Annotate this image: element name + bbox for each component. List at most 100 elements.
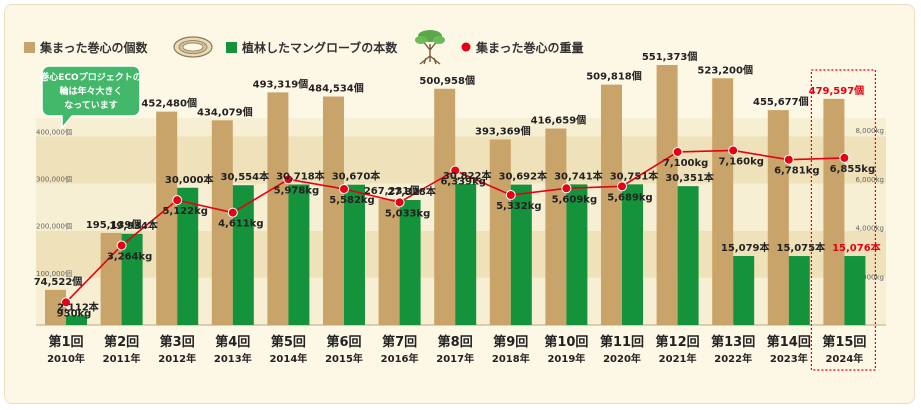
left-axis-tick: 100,000個 (36, 269, 72, 278)
tree-label: 30,741本 (554, 169, 604, 182)
tree-label: 2,112本 (57, 300, 100, 313)
year-label: 2015年 (325, 352, 363, 365)
tree-label: 30,351本 (665, 171, 715, 184)
roll-core-icon (173, 36, 213, 58)
weight-point (116, 240, 127, 251)
weight-label: 6,855kg (830, 164, 875, 175)
legend-marker-weight (461, 42, 471, 52)
count-label: 551,373個 (642, 50, 698, 63)
count-label: 484,534個 (308, 82, 364, 95)
year-label: 2022年 (714, 352, 752, 365)
count-bar (45, 289, 66, 325)
count-label: 509,818個 (586, 70, 642, 83)
tree-bar (622, 184, 643, 325)
count-bar (823, 98, 845, 325)
count-bar (100, 232, 122, 325)
round-label: 第5回 (271, 334, 306, 350)
tree-bar (66, 315, 87, 325)
speech-bubble: 巻心ECOプロジェクトの 輪は年々大きく なっています (39, 65, 142, 131)
count-bar (323, 96, 344, 325)
weight-label: 5,033kg (385, 208, 430, 219)
count-bars (45, 65, 845, 326)
count-bar (267, 92, 289, 326)
year-label: 2019年 (547, 352, 585, 365)
count-bar (601, 84, 622, 325)
legend-label-count: 集まった巻心の個数 (39, 40, 149, 55)
weight-point (394, 197, 405, 208)
round-label: 第4回 (215, 334, 250, 350)
weight-label: 930kg (57, 308, 92, 319)
weight-label: 5,689kg (607, 192, 652, 203)
tree-label: 19,934本 (109, 219, 159, 232)
count-label: 434,079個 (197, 105, 253, 118)
weight-label: 6,781kg (774, 166, 819, 177)
right-axis-tick: 2,000kg (855, 273, 884, 281)
tree-label: 30,000本 (165, 173, 215, 186)
count-bar (656, 65, 678, 325)
tree-bar (399, 199, 421, 325)
weight-point (839, 152, 850, 163)
highlight-box (810, 69, 877, 371)
weight-label: 4,611kg (218, 219, 263, 230)
weight-label: 7,100kg (663, 158, 708, 169)
count-label: 393,369個 (475, 125, 531, 138)
tree-bar (121, 233, 143, 325)
round-label: 第15回 (822, 334, 866, 350)
count-label: 455,677個 (753, 95, 809, 108)
legend-label-weight: 集まった巻心の重量 (475, 40, 584, 55)
tree-bar (733, 256, 755, 325)
weight-label: 3,264kg (107, 251, 152, 262)
weight-point (172, 195, 183, 206)
weight-line (61, 145, 850, 308)
tree-label: 15,075本 (777, 241, 827, 254)
round-label: 第1回 (48, 334, 83, 350)
year-label: 2013年 (214, 352, 252, 365)
grid-band (36, 136, 886, 184)
year-label: 2011年 (103, 352, 141, 365)
weight-label: 5,582kg (329, 195, 374, 206)
tree-label: 30,822本 (443, 169, 493, 182)
year-label: 2020年 (603, 352, 641, 365)
tree-bar (510, 184, 532, 325)
left-axis-tick: 300,000個 (36, 175, 72, 184)
round-label: 第10回 (544, 334, 588, 350)
count-bar (211, 120, 233, 325)
tree-bars (66, 184, 866, 325)
weight-point (227, 207, 238, 218)
tree-bar (566, 184, 588, 325)
year-label: 2023年 (770, 352, 808, 365)
year-label: 2021年 (659, 352, 697, 365)
count-label: 479,597個 (809, 84, 865, 97)
right-axis-tick: 6,000kg (855, 176, 884, 184)
right-axis-tick: 4,000kg (855, 225, 884, 233)
count-label: 195,139個 (86, 218, 142, 231)
weight-point (672, 146, 683, 157)
weight-point (283, 174, 294, 185)
right-axis-tick: 8,000kg (855, 127, 884, 135)
round-label: 第13回 (711, 334, 755, 350)
count-bar (378, 198, 400, 325)
round-label: 第12回 (656, 334, 700, 350)
tree-bar (288, 184, 310, 325)
bubble-line-2: 輪は年々大きく (59, 85, 122, 97)
tree-label: 30,692本 (499, 170, 549, 183)
count-label: 74,522個 (34, 275, 83, 288)
count-label: 416,659個 (531, 114, 587, 127)
round-label: 第8回 (438, 334, 473, 350)
legend: 集まった巻心の個数 植林したマングローブの本数 集まった巻心の重量 (24, 30, 584, 65)
round-label: 第7回 (382, 334, 417, 350)
weight-label: 6,339kg (440, 176, 485, 187)
round-label: 第9回 (493, 334, 528, 350)
tree-label: 15,079本 (721, 241, 771, 254)
weight-point (561, 183, 572, 194)
left-axis-tick: 400,000個 (36, 127, 72, 136)
left-axis-tick: 200,000個 (36, 222, 72, 231)
round-label: 第11回 (600, 334, 644, 350)
y-axis-ticks: 100,000個 200,000個 300,000個 400,000個 2,000kg 4… (36, 127, 884, 281)
tree-bar (788, 256, 810, 325)
count-label: 493,319個 (253, 77, 309, 90)
count-label: 452,480個 (141, 97, 197, 110)
bubble-line-3: なっています (64, 100, 118, 111)
weight-label: 5,609kg (552, 194, 597, 205)
